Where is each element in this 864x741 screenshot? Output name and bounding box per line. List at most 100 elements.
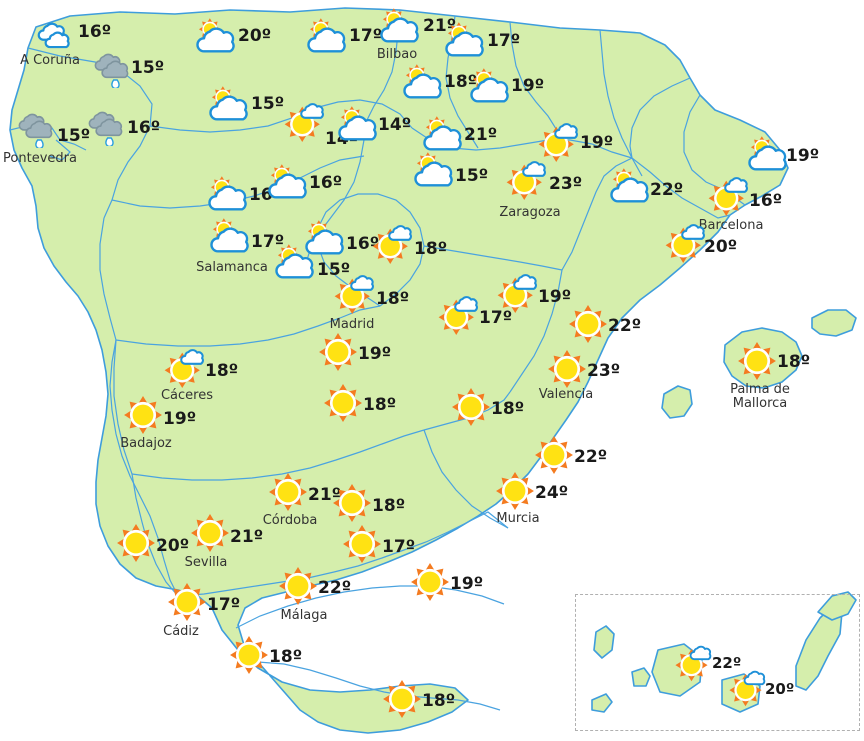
- sun-icon[interactable]: [531, 432, 577, 482]
- temperature-label: 20º: [238, 26, 272, 47]
- city-label: Málaga: [280, 608, 328, 624]
- sun-icon[interactable]: [544, 346, 590, 396]
- cloud-with-sun-icon[interactable]: [273, 242, 317, 290]
- canary-island-la-palma: [593, 625, 615, 659]
- temperature-label: 17º: [479, 308, 513, 329]
- cloud-with-sun-icon[interactable]: [746, 134, 790, 182]
- cloud-with-sun-icon[interactable]: [608, 166, 652, 214]
- temperature-label: 23º: [549, 174, 583, 195]
- cloud-with-sun-icon[interactable]: [194, 16, 238, 64]
- sun-icon[interactable]: [187, 510, 233, 560]
- sun-icon[interactable]: [339, 521, 385, 571]
- sun-icon[interactable]: [734, 338, 780, 388]
- cloud-with-sun-icon[interactable]: [305, 16, 349, 64]
- rain-cloud-icon[interactable]: [86, 106, 126, 150]
- sun-behind-cloud-icon[interactable]: [162, 345, 208, 395]
- sun-icon[interactable]: [226, 632, 272, 682]
- cloud-with-sun-icon[interactable]: [336, 104, 380, 152]
- cloud-with-sun-icon[interactable]: [207, 84, 251, 132]
- sun-behind-cloud-icon[interactable]: [495, 270, 541, 320]
- sun-icon[interactable]: [320, 380, 366, 430]
- sun-icon[interactable]: [120, 392, 166, 442]
- sun-icon[interactable]: [407, 559, 453, 609]
- city-label: Palma de Mallorca: [730, 382, 790, 412]
- sun-icon[interactable]: [565, 301, 611, 351]
- sun-icon[interactable]: [113, 520, 159, 570]
- sun-behind-cloud-icon[interactable]: [706, 173, 752, 223]
- temperature-label: 17º: [207, 595, 241, 616]
- temperature-label: 16º: [346, 234, 380, 255]
- temperature-label: 24º: [535, 483, 569, 504]
- rain-cloud-icon[interactable]: [16, 108, 56, 152]
- temperature-label: 22º: [650, 180, 684, 201]
- temperature-label: 15º: [131, 58, 165, 79]
- temperature-label: 18º: [422, 691, 456, 712]
- cloud-icon[interactable]: [35, 16, 75, 60]
- temperature-label: 17º: [349, 26, 383, 47]
- sun-behind-cloud-icon[interactable]: [436, 292, 482, 342]
- sun-icon[interactable]: [275, 563, 321, 613]
- temperature-label: 18º: [376, 289, 410, 310]
- sun-behind-cloud-icon[interactable]: [727, 667, 769, 713]
- cloud-with-sun-icon[interactable]: [443, 20, 487, 68]
- sun-icon[interactable]: [329, 480, 375, 530]
- sun-behind-cloud-icon[interactable]: [370, 221, 416, 271]
- sun-behind-cloud-icon[interactable]: [536, 119, 582, 169]
- sun-behind-cloud-icon[interactable]: [673, 642, 715, 688]
- temperature-label: 19º: [580, 133, 614, 154]
- cloud-with-sun-icon[interactable]: [206, 174, 250, 222]
- temperature-label: 22º: [712, 654, 742, 673]
- city-label: Valencia: [538, 387, 594, 403]
- sun-icon[interactable]: [265, 469, 311, 519]
- cloud-with-sun-icon[interactable]: [401, 62, 445, 110]
- temperature-label: 21º: [423, 16, 457, 37]
- canary-island-lanzarote: [817, 591, 857, 621]
- sun-behind-cloud-icon[interactable]: [663, 220, 709, 270]
- cloud-with-sun-icon[interactable]: [266, 162, 310, 210]
- temperature-label: 20º: [704, 237, 738, 258]
- temperature-label: 19º: [786, 146, 820, 167]
- sun-icon[interactable]: [379, 676, 425, 726]
- rain-cloud-icon[interactable]: [92, 48, 132, 92]
- temperature-label: 19º: [538, 287, 572, 308]
- sun-icon[interactable]: [492, 468, 538, 518]
- city-label: Sevilla: [184, 555, 228, 571]
- sun-icon[interactable]: [315, 329, 361, 379]
- city-label: Barcelona: [698, 218, 764, 234]
- temperature-label: 18º: [491, 399, 525, 420]
- temperature-label: 16º: [749, 191, 783, 212]
- ibiza-island: [661, 385, 693, 419]
- temperature-label: 16º: [309, 173, 343, 194]
- cloud-with-sun-icon[interactable]: [421, 114, 465, 162]
- portugal-border: [109, 339, 179, 597]
- temperature-label: 15º: [317, 260, 351, 281]
- canary-island-gomera: [631, 667, 651, 687]
- sun-behind-cloud-icon[interactable]: [282, 99, 328, 149]
- administrative-boundaries: [27, 9, 746, 711]
- sun-behind-cloud-icon[interactable]: [332, 271, 378, 321]
- cloud-with-sun-icon[interactable]: [468, 66, 512, 114]
- canary-islands-inset: [575, 594, 860, 731]
- ria-detail: [49, 139, 71, 161]
- cloud-with-sun-icon[interactable]: [303, 218, 347, 266]
- sun-icon[interactable]: [164, 579, 210, 629]
- temperature-label: 17º: [251, 232, 285, 253]
- city-label: Murcia: [496, 511, 540, 527]
- cloud-with-sun-icon[interactable]: [412, 150, 456, 198]
- temperature-label: 14º: [378, 115, 412, 136]
- city-label: Pontevedra: [3, 151, 77, 167]
- menorca-island: [811, 309, 857, 337]
- cloud-with-sun-icon[interactable]: [208, 216, 252, 264]
- temperature-label: 18º: [269, 647, 303, 668]
- temperature-label: 15º: [251, 94, 285, 115]
- temperature-label: 15º: [455, 166, 489, 187]
- temperature-label: 19º: [450, 574, 484, 595]
- cloud-with-sun-icon[interactable]: [378, 6, 422, 54]
- city-label: Salamanca: [196, 260, 268, 276]
- temperature-label: 22º: [574, 447, 608, 468]
- sun-icon[interactable]: [448, 384, 494, 434]
- sun-behind-cloud-icon[interactable]: [504, 157, 550, 207]
- temperature-label: 17º: [487, 31, 521, 52]
